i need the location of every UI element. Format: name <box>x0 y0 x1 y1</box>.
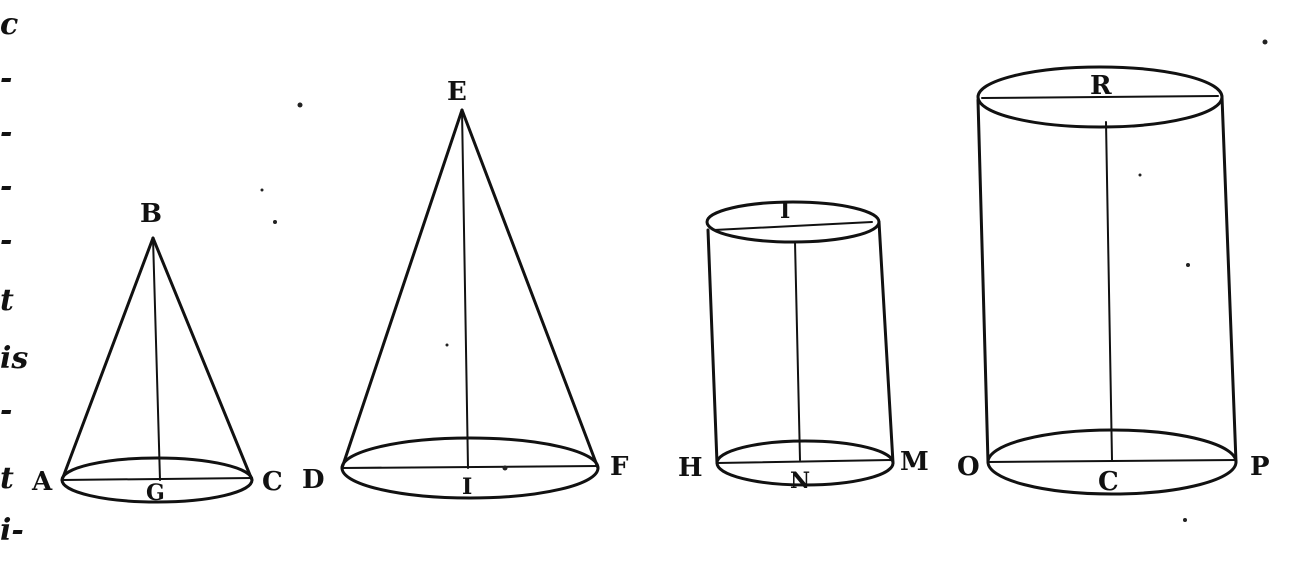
label-o: O <box>957 452 980 482</box>
label-r: R <box>1090 71 1112 101</box>
label-b: B <box>140 199 162 229</box>
label-p: P <box>1250 452 1270 482</box>
speck <box>1186 263 1190 267</box>
margin-glyph-1: - <box>0 61 12 96</box>
margin-glyph-5: t <box>0 283 14 318</box>
margin-glyph-4: - <box>0 223 12 258</box>
margin-glyph-0: c <box>0 7 18 42</box>
cylinder-hm-left-side <box>706 228 719 465</box>
speck <box>1138 173 1142 177</box>
label-a: A <box>31 467 53 497</box>
cylinder-hm-top-diameter <box>713 221 873 231</box>
cone-def: E D I F <box>302 77 629 500</box>
cone-def-left-side <box>340 108 464 470</box>
cone-def-diameter <box>341 465 599 469</box>
margin-glyph-6: is <box>0 341 28 376</box>
cone-def-right-side <box>460 108 600 470</box>
cylinder-hm-right-side <box>877 220 895 465</box>
cone-def-axis <box>461 109 469 469</box>
label-n: N <box>790 468 810 494</box>
cone-abc-right-side <box>151 236 254 482</box>
cone-abc-left-side <box>60 236 155 482</box>
speck <box>1183 518 1187 522</box>
left-margin-text: c - - - - t is - t i- <box>0 7 28 548</box>
speck <box>273 220 277 224</box>
speck <box>1262 39 1268 45</box>
label-i-cylinder: I <box>780 198 790 224</box>
margin-glyph-8: t <box>0 461 14 496</box>
cylinder-op-top-diameter <box>981 95 1219 99</box>
label-g: G <box>146 480 165 506</box>
cylinder-op-left-side <box>976 98 990 464</box>
cone-abc: B A G C <box>31 199 283 506</box>
label-c-cylinder: C <box>1098 467 1119 497</box>
speck <box>502 465 508 471</box>
label-h: H <box>678 453 703 483</box>
speck <box>260 188 264 192</box>
margin-glyph-7: - <box>0 393 12 428</box>
cone-abc-diameter <box>61 477 253 481</box>
speck <box>297 102 303 108</box>
cylinder-op-right-side <box>1220 95 1238 464</box>
speck <box>445 343 449 347</box>
cone-abc-axis <box>152 237 161 481</box>
margin-glyph-3: - <box>0 169 12 204</box>
cylinder-op: R O C P <box>957 65 1270 497</box>
cylinder-hm-axis <box>794 241 801 461</box>
margin-glyph-2: - <box>0 115 12 150</box>
label-m: M <box>900 447 929 477</box>
label-e: E <box>447 77 467 107</box>
cylinder-op-diameter <box>987 459 1237 463</box>
label-c-cone: C <box>262 467 283 497</box>
ink-specks <box>260 39 1268 522</box>
margin-glyph-9: i- <box>0 513 24 548</box>
label-f: F <box>610 452 629 482</box>
label-i-cone: I <box>462 474 472 500</box>
cylinder-hm: I H N M <box>678 198 929 494</box>
cylinder-op-axis <box>1105 121 1113 461</box>
cylinder-hm-diameter <box>716 459 894 464</box>
label-d: D <box>302 465 325 495</box>
